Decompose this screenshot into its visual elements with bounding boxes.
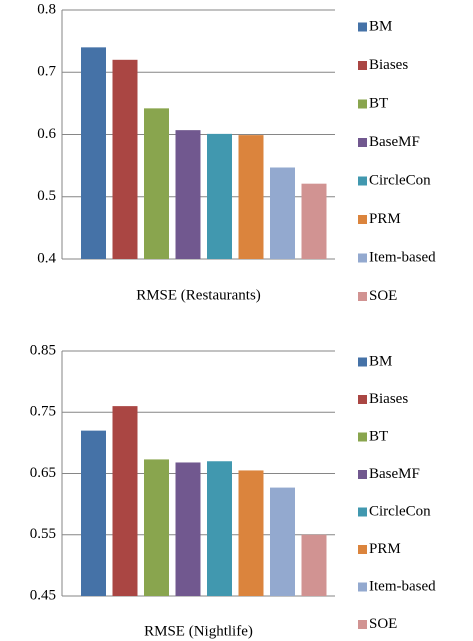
legend-swatch — [358, 582, 367, 592]
legend-swatch — [358, 253, 367, 263]
legend-label: BT — [369, 95, 388, 111]
bar — [270, 487, 295, 596]
bar — [238, 135, 264, 259]
bar — [270, 167, 295, 259]
y-tick-label: 0.85 — [30, 342, 56, 358]
legend-label: Item-based — [369, 249, 436, 265]
legend-swatch — [358, 395, 367, 404]
y-tick-label: 0.6 — [37, 126, 56, 142]
legend-swatch — [358, 22, 367, 32]
legend-swatch — [358, 470, 367, 479]
bar — [175, 130, 201, 259]
legend-swatch — [358, 292, 367, 301]
legend-label: BaseMF — [369, 134, 420, 150]
legend-label: BaseMF — [369, 466, 420, 482]
legend-label: SOE — [369, 616, 397, 632]
y-tick-label: 0.45 — [30, 587, 56, 603]
bar — [238, 470, 264, 596]
x-axis-label: RMSE (Restaurants) — [136, 287, 261, 303]
bar — [144, 108, 169, 259]
legend-swatch — [358, 507, 367, 517]
bar — [144, 459, 169, 596]
legend-label: BM — [369, 18, 392, 34]
bar — [81, 47, 106, 259]
y-tick-label: 0.5 — [37, 188, 56, 204]
bar — [301, 534, 327, 596]
bar — [112, 59, 138, 259]
legend-swatch — [358, 545, 367, 554]
legend-swatch — [358, 138, 367, 147]
bar — [207, 461, 232, 596]
y-tick-label: 0.65 — [30, 465, 56, 481]
legend-label: CircleCon — [369, 503, 431, 519]
bar — [301, 183, 327, 259]
legend-label: Item-based — [369, 578, 436, 594]
y-tick-label: 0.4 — [37, 250, 56, 266]
legend-swatch — [358, 176, 367, 186]
legend-label: Biases — [369, 391, 408, 407]
legend-swatch — [358, 215, 367, 224]
y-tick-label: 0.7 — [37, 64, 56, 80]
legend-swatch — [358, 61, 367, 70]
legend-label: BM — [369, 353, 392, 369]
bar — [207, 133, 232, 259]
legend-swatch — [358, 432, 367, 442]
legend-label: PRM — [369, 211, 401, 227]
y-tick-label: 0.55 — [30, 526, 56, 542]
legend-swatch — [358, 620, 367, 629]
legend-swatch — [358, 99, 367, 109]
y-tick-label: 0.75 — [30, 404, 56, 420]
legend-label: Biases — [369, 57, 408, 73]
legend-label: PRM — [369, 541, 401, 557]
bar — [175, 462, 201, 596]
legend-label: BT — [369, 428, 388, 444]
y-tick-label: 0.8 — [37, 1, 56, 17]
bar — [81, 430, 106, 596]
bar — [112, 406, 138, 596]
x-axis-label: RMSE (Nightlife) — [144, 623, 253, 639]
legend-label: CircleCon — [369, 172, 431, 188]
legend-swatch — [358, 357, 367, 367]
legend-label: SOE — [369, 288, 397, 304]
